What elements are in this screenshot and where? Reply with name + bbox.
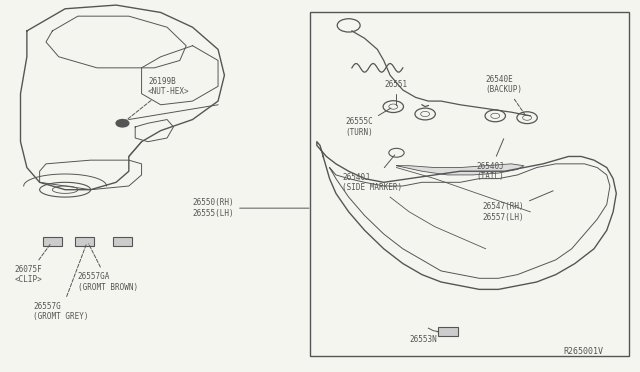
Text: 26540J
(TAIL): 26540J (TAIL): [476, 139, 504, 181]
Text: 26540J
(SIDE MARKER): 26540J (SIDE MARKER): [342, 155, 403, 192]
Circle shape: [116, 119, 129, 127]
FancyBboxPatch shape: [438, 327, 458, 336]
FancyBboxPatch shape: [43, 237, 62, 246]
Text: 26551: 26551: [385, 80, 408, 106]
Text: 26540E
(BACKUP): 26540E (BACKUP): [486, 75, 525, 115]
Text: 26557GA
(GROMT BROWN): 26557GA (GROMT BROWN): [78, 244, 138, 292]
Bar: [310, 13, 629, 356]
Text: 26550(RH)
26555(LH): 26550(RH) 26555(LH): [193, 198, 309, 218]
Text: 26199B
<NUT-HEX>: 26199B <NUT-HEX>: [125, 77, 189, 122]
Text: 26075F
<CLIP>: 26075F <CLIP>: [14, 244, 51, 284]
Text: 26557G
(GROMT GREY): 26557G (GROMT GREY): [33, 244, 89, 321]
Text: 26553N: 26553N: [409, 331, 438, 344]
FancyBboxPatch shape: [113, 237, 132, 246]
Text: 26555C
(TURN): 26555C (TURN): [346, 108, 391, 137]
FancyBboxPatch shape: [75, 237, 94, 246]
Text: 26547(RH)
26557(LH): 26547(RH) 26557(LH): [483, 191, 553, 222]
Text: R265001V: R265001V: [564, 347, 604, 356]
Polygon shape: [396, 164, 524, 175]
